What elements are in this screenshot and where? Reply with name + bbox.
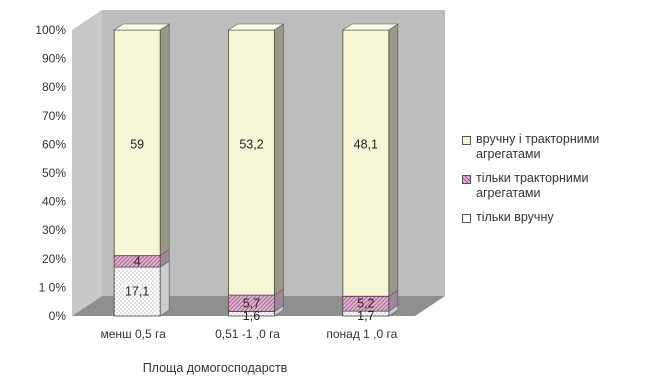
y-tick-label: 60% xyxy=(42,137,66,151)
bar-segment-side xyxy=(159,23,170,257)
x-axis-title: Площа домогосподарств xyxy=(143,361,288,375)
y-axis: 0% 1 0% 20% 30% 40% 50% 60% 70% 80% 90% 100% xyxy=(35,23,66,323)
y-tick-label: 70% xyxy=(42,109,66,123)
side-wall xyxy=(72,10,102,316)
data-label: 1,7 xyxy=(357,309,374,323)
legend: вручну і тракторними агрегатами тільки т… xyxy=(462,132,652,234)
legend-label: тільки тракторними агрегатами xyxy=(476,171,589,200)
x-axis: менш 0,5 га 0,51 -1 ,0 га понад 1 ,0 га xyxy=(101,327,398,341)
bar-2: 1,65,7 53,2 xyxy=(227,23,285,323)
bar-segment xyxy=(342,29,390,297)
legend-swatch xyxy=(462,136,471,145)
y-tick-label: 100% xyxy=(35,23,66,37)
bar-segment xyxy=(113,266,161,317)
bar-segment-side xyxy=(159,260,170,317)
bar-3: 1,75,2 48,1 xyxy=(341,23,399,323)
data-label: 59 xyxy=(130,137,144,151)
legend-item-tractor-only: тільки тракторними агрегатами xyxy=(462,171,652,201)
data-label: 48,1 xyxy=(354,137,378,151)
y-tick-label: 1 0% xyxy=(39,280,67,294)
legend-swatch xyxy=(462,175,471,184)
bar-top xyxy=(341,23,399,31)
bar-top xyxy=(113,23,171,31)
y-tick-label: 40% xyxy=(42,195,66,209)
y-tick-label: 50% xyxy=(42,166,66,180)
x-tick-label: менш 0,5 га xyxy=(101,327,167,341)
legend-label: тільки вручну xyxy=(476,210,554,224)
legend-item-manual-only: тільки вручну xyxy=(462,210,652,225)
data-label: 4 xyxy=(134,254,141,268)
data-label: 1,6 xyxy=(243,309,260,323)
bar-segment xyxy=(113,29,161,257)
y-tick-label: 0% xyxy=(49,309,67,323)
data-label: 17,1 xyxy=(125,285,149,299)
bar-segment xyxy=(228,29,275,296)
bar-segment-side xyxy=(274,23,284,296)
legend-swatch xyxy=(462,214,471,223)
bar-top xyxy=(227,23,285,31)
data-label: 5,7 xyxy=(243,296,260,310)
data-label: 5,2 xyxy=(357,297,374,311)
y-tick-label: 80% xyxy=(42,80,66,94)
bars-group: 17,1 4 59 1,65,7 53,2 1,75,2 48,1 xyxy=(113,23,399,323)
legend-label: вручну і тракторними агрегатами xyxy=(476,132,600,161)
y-tick-label: 20% xyxy=(42,252,66,266)
x-tick-label: 0,51 -1 ,0 га xyxy=(215,327,280,341)
bar-1: 17,1 4 59 xyxy=(113,23,171,317)
x-tick-label: понад 1 ,0 га xyxy=(326,327,397,341)
y-tick-label: 30% xyxy=(42,223,66,237)
bar-segment-side xyxy=(388,23,399,297)
data-label: 53,2 xyxy=(239,137,263,151)
y-tick-label: 90% xyxy=(42,52,66,66)
legend-item-manual-and-tractor: вручну і тракторними агрегатами xyxy=(462,132,652,162)
